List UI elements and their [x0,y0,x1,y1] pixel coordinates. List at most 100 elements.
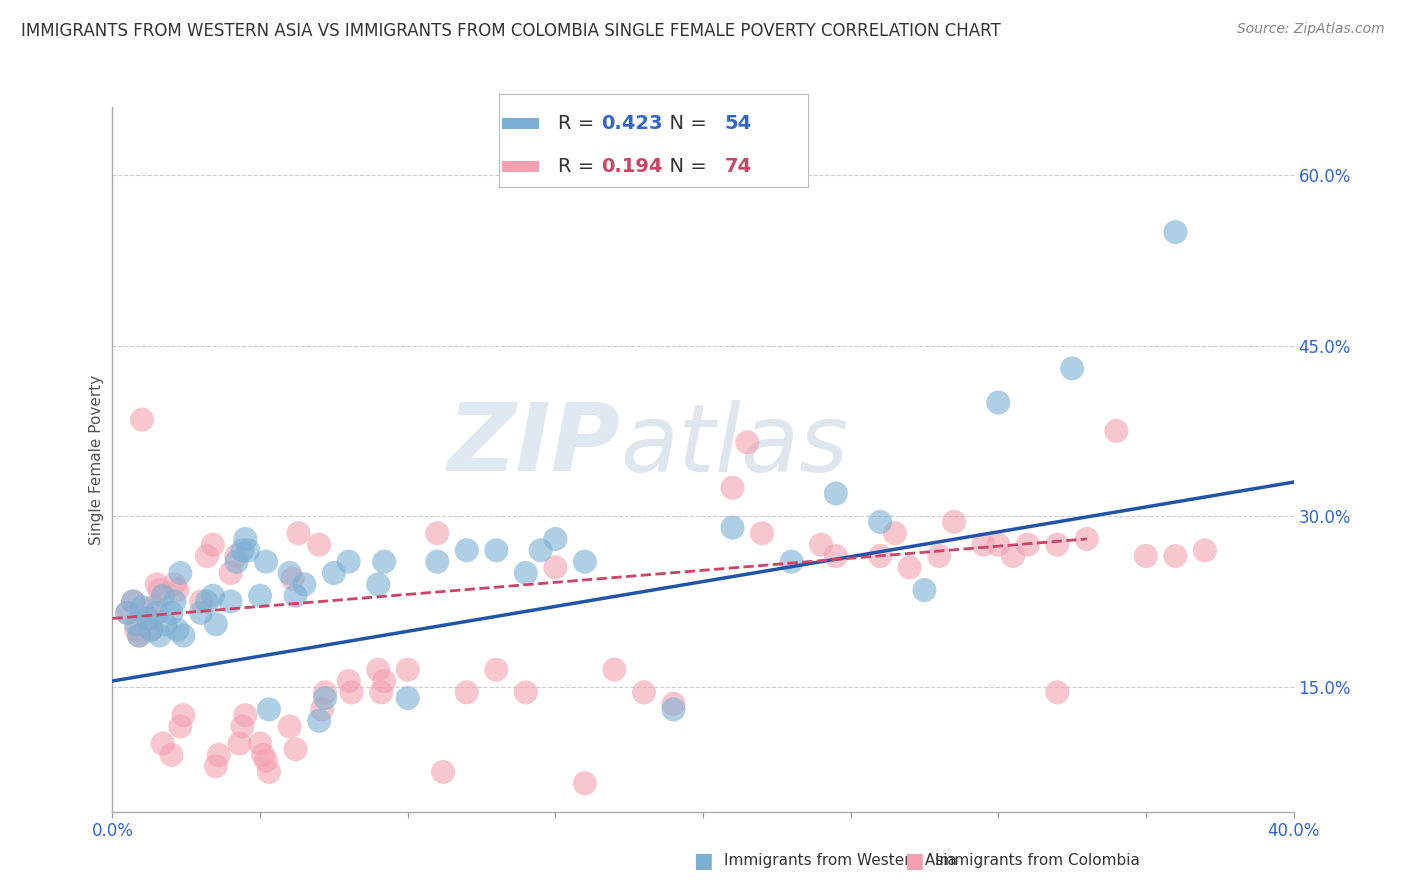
Point [163,594,186,608]
Point [308,714,330,728]
Point [254,754,277,768]
Point [131,412,153,426]
Text: Source: ZipAtlas.com: Source: ZipAtlas.com [1237,22,1385,37]
Point [603,663,626,677]
Point [139,623,162,637]
Point [117,606,138,620]
Point [205,617,228,632]
Point [426,526,449,541]
Point [128,628,150,642]
Point [233,708,256,723]
Point [884,526,907,541]
Point [456,543,478,558]
Point [824,549,846,563]
Point [284,589,307,603]
Point [160,747,183,762]
Y-axis label: Single Female Poverty: Single Female Poverty [89,375,104,544]
Point [136,611,159,625]
Point [155,617,177,632]
Point [146,606,169,620]
Point [737,435,759,450]
Point [323,566,346,580]
Point [529,543,551,558]
Point [249,589,271,603]
Point [231,719,253,733]
Point [574,555,596,569]
Point [1062,361,1084,376]
Text: N =: N = [657,157,713,177]
Point [1076,532,1098,546]
Point [163,577,186,591]
Point [254,555,277,569]
Point [201,538,224,552]
Point [117,606,138,620]
Point [721,520,744,534]
Point [314,685,336,699]
Text: N =: N = [657,114,713,133]
Text: ■: ■ [904,851,924,871]
Point [515,685,537,699]
Text: 74: 74 [725,157,752,177]
Point [292,577,315,591]
Point [987,395,1010,409]
Point [751,526,773,541]
Point [249,737,271,751]
Point [942,515,965,529]
Point [146,577,169,591]
Point [485,663,508,677]
Point [396,691,419,706]
Point [122,594,145,608]
Text: IMMIGRANTS FROM WESTERN ASIA VS IMMIGRANTS FROM COLOMBIA SINGLE FEMALE POVERTY C: IMMIGRANTS FROM WESTERN ASIA VS IMMIGRAN… [21,22,1001,40]
Point [373,555,395,569]
Point [219,566,242,580]
Point [367,577,389,591]
Point [152,589,174,603]
Point [367,663,389,677]
Point [973,538,995,552]
Point [201,589,224,603]
Point [190,606,212,620]
Point [231,543,253,558]
Text: ZIP: ZIP [447,400,620,491]
Point [257,702,280,716]
Point [160,606,183,620]
Point [824,486,846,500]
Point [1194,543,1216,558]
Text: ■: ■ [693,851,713,871]
Text: 54: 54 [725,114,752,133]
Point [574,776,596,790]
Point [125,623,148,637]
Point [172,628,194,642]
Point [278,566,301,580]
Point [169,566,191,580]
Point [172,708,194,723]
Point [281,572,304,586]
Point [166,623,188,637]
Point [662,697,685,711]
Point [485,543,508,558]
Point [544,560,567,574]
Point [370,685,392,699]
Point [987,538,1010,552]
Point [131,600,153,615]
Point [1001,549,1024,563]
Point [195,549,218,563]
Point [169,719,191,733]
Point [166,583,188,598]
Point [225,555,247,569]
Point [373,673,395,688]
Point [238,543,260,558]
Point [195,594,218,608]
Point [1135,549,1157,563]
Point [810,538,832,552]
Point [136,611,159,625]
Point [228,737,250,751]
Point [233,532,256,546]
Point [122,594,145,608]
Text: R =: R = [558,157,600,177]
Point [544,532,567,546]
Point [278,719,301,733]
Point [284,742,307,756]
Point [337,555,360,569]
Point [780,555,803,569]
